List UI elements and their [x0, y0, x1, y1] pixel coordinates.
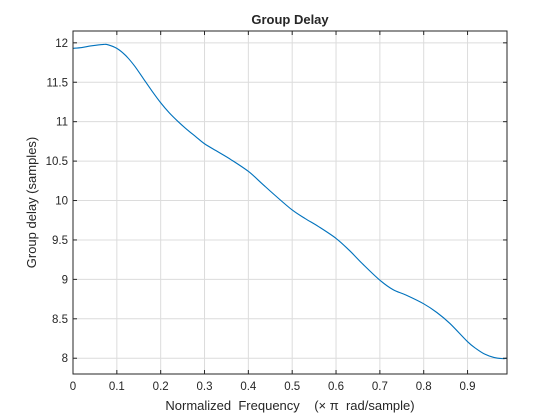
grid-lines [72, 31, 507, 374]
x-tick-label: 0.5 [284, 381, 300, 393]
y-tick-label: 9 [62, 274, 68, 286]
y-tick-label: 11.5 [46, 77, 68, 89]
y-tick-label: 12 [55, 38, 68, 50]
x-tick-label: 0.6 [328, 381, 344, 393]
x-axis-label: Normalized Frequency (× π rad/sample) [165, 398, 414, 413]
y-tick-label: 11 [56, 117, 68, 129]
x-tick-label: 0.2 [153, 381, 169, 393]
y-axis-label: Group delay (samples) [24, 137, 39, 269]
y-tick-label: 10.5 [46, 156, 68, 168]
y-tick-label: 8 [62, 353, 68, 365]
x-tick-label: 0.4 [240, 381, 257, 393]
y-tick-label: 8.5 [52, 314, 68, 326]
plot-area [73, 31, 507, 374]
x-tick-label: 0.9 [460, 381, 476, 393]
x-tick-label: 0.1 [109, 381, 125, 393]
x-tick-label: 0.7 [372, 381, 388, 393]
chart-title: Group Delay [251, 12, 329, 27]
y-tick-label: 9.5 [52, 235, 68, 247]
x-tick-label: 0 [70, 381, 76, 393]
y-tick-label: 10 [55, 196, 68, 208]
x-tick-label: 0.8 [416, 381, 432, 393]
x-tick-label: 0.3 [197, 381, 213, 393]
axes-frame [72, 30, 508, 375]
data-series [72, 43, 508, 360]
axis-ticks: 0 0.1 0.2 0.3 0.4 0.5 0.6 0.7 0.8 0.9 8 8.5 9 9.5 10 10… [46, 31, 507, 393]
group-delay-line [72, 43, 508, 360]
